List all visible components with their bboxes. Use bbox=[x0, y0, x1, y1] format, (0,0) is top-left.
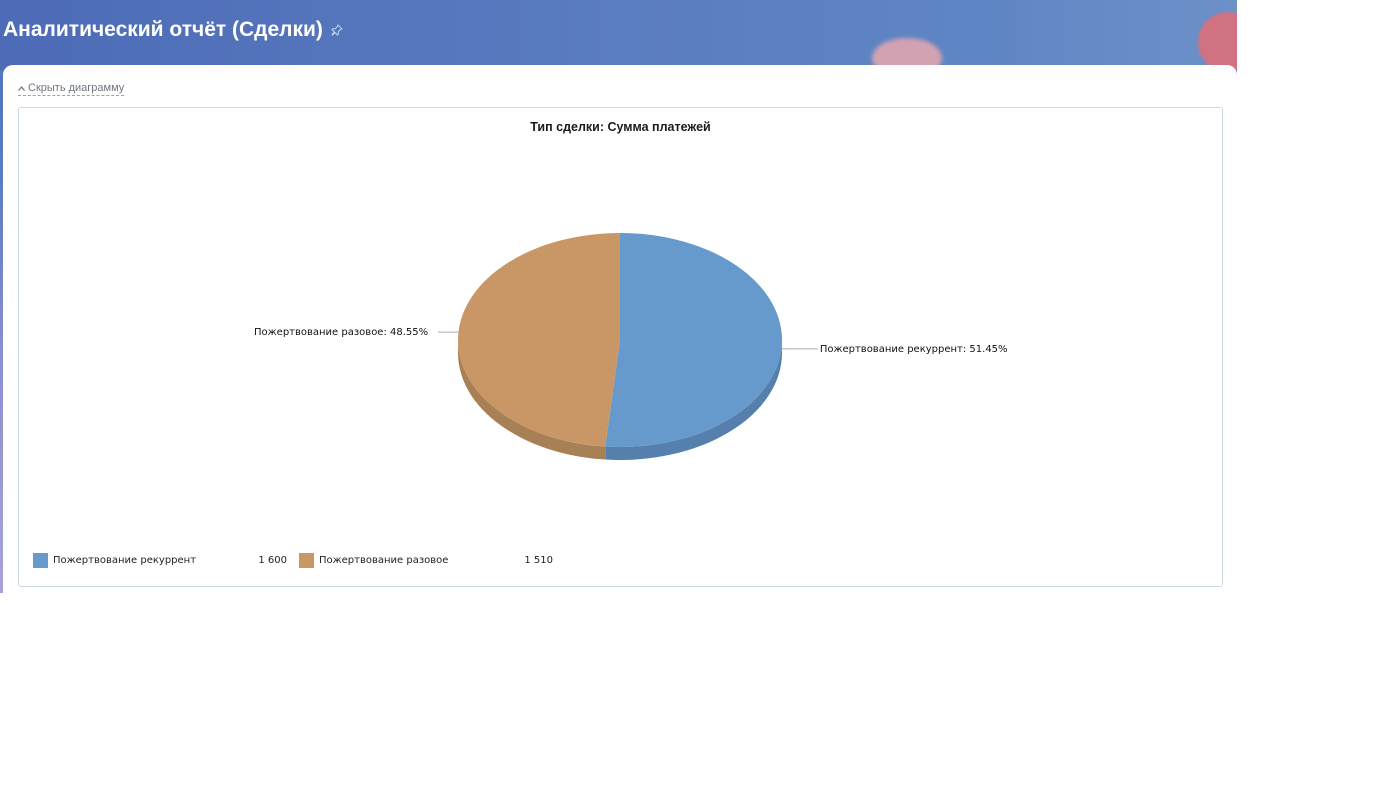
legend-value: 1 600 bbox=[258, 555, 287, 566]
chart-title: Тип сделки: Сумма платежей bbox=[530, 120, 711, 134]
legend-swatch bbox=[33, 553, 48, 568]
pie-chart: Пожертвование рекуррент: 51.45% Пожертвов… bbox=[254, 233, 1008, 460]
decorative-blob bbox=[1198, 12, 1237, 72]
pie-slice[interactable] bbox=[605, 233, 782, 447]
pin-icon[interactable] bbox=[331, 24, 343, 36]
page-title-text: Аналитический отчёт (Сделки) bbox=[3, 18, 323, 41]
chevron-up-icon bbox=[18, 86, 25, 91]
pie-slice-side bbox=[605, 340, 782, 460]
chart-legend: Пожертвование рекуррент 1 600 Пожертвовани… bbox=[33, 553, 565, 568]
hide-chart-label: Скрыть диаграмму bbox=[28, 82, 125, 94]
legend-label: Пожертвование разовое bbox=[319, 555, 449, 566]
legend-value: 1 510 bbox=[524, 555, 553, 566]
pie-data-label: Пожертвование разовое: 48.55% bbox=[254, 327, 428, 338]
pie-slice[interactable] bbox=[457, 233, 620, 447]
page-title: Аналитический отчёт (Сделки) bbox=[3, 18, 343, 42]
legend-label: Пожертвование рекуррент bbox=[53, 555, 197, 566]
pie-slice-side bbox=[458, 340, 606, 460]
report-panel: Скрыть диаграмму Тип сделки: Сумма плате… bbox=[3, 65, 1237, 593]
hide-chart-toggle[interactable]: Скрыть диаграмму bbox=[18, 82, 125, 96]
legend-swatch bbox=[299, 553, 314, 568]
pie-data-label: Пожертвование рекуррент: 51.45% bbox=[820, 344, 1008, 355]
chart-container: Тип сделки: Сумма платежей Пожертвование… bbox=[18, 107, 1223, 587]
legend-item[interactable]: Пожертвование разовое 1 510 bbox=[299, 553, 565, 568]
legend-item[interactable]: Пожертвование рекуррент 1 600 bbox=[33, 553, 299, 568]
